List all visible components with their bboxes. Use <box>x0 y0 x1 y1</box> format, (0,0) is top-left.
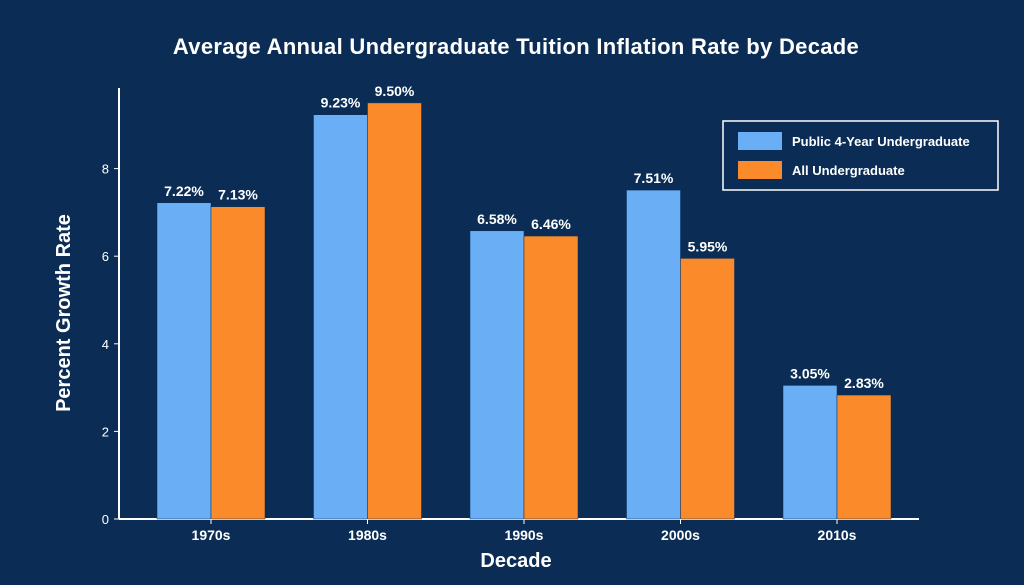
bars <box>156 102 892 520</box>
y-ticks: 0 2 4 6 8 <box>102 162 119 527</box>
x-tick-label-2010s: 2010s <box>818 527 857 543</box>
y-tick-label: 8 <box>102 162 109 177</box>
data-label-all-1980s: 9.50% <box>375 83 415 99</box>
bar-all-1990s <box>523 235 579 520</box>
bar-public-1980s <box>313 114 368 520</box>
bar-public-2000s <box>626 189 681 520</box>
x-tick-label-2000s: 2000s <box>661 527 700 543</box>
bar-all-2000s <box>680 258 735 520</box>
data-label-all-2010s: 2.83% <box>844 375 884 391</box>
legend-swatch-all <box>738 161 782 179</box>
bar-all-2010s <box>836 394 892 520</box>
bar-all-1980s <box>367 102 422 520</box>
x-ticks: 1970s 1980s 1990s 2000s 2010s <box>192 519 857 543</box>
legend-swatch-public <box>738 132 782 150</box>
bar-public-1990s <box>469 230 525 520</box>
y-tick-label: 2 <box>102 424 109 439</box>
legend-label-all: All Undergraduate <box>792 163 905 178</box>
data-label-public-1970s: 7.22% <box>164 183 204 199</box>
x-tick-label-1990s: 1990s <box>505 527 544 543</box>
data-label-all-1970s: 7.13% <box>218 187 258 203</box>
data-label-all-2000s: 5.95% <box>688 238 728 254</box>
legend: Public 4-Year Undergraduate All Undergra… <box>722 120 999 191</box>
bar-public-1970s <box>156 202 212 520</box>
data-label-public-1980s: 9.23% <box>321 95 361 111</box>
legend-box <box>722 120 999 191</box>
x-tick-label-1980s: 1980s <box>348 527 387 543</box>
y-tick-label: 4 <box>102 337 109 352</box>
y-tick-label: 6 <box>102 249 109 264</box>
y-tick-label: 0 <box>102 512 109 527</box>
legend-label-public: Public 4-Year Undergraduate <box>792 134 970 149</box>
x-tick-label-1970s: 1970s <box>192 527 231 543</box>
bar-public-2010s <box>782 385 838 520</box>
data-label-public-2010s: 3.05% <box>790 365 830 381</box>
x-axis-label: Decade <box>480 550 551 572</box>
data-label-public-2000s: 7.51% <box>634 170 674 186</box>
data-label-public-1990s: 6.58% <box>477 211 517 227</box>
data-label-all-1990s: 6.46% <box>531 216 571 232</box>
y-axis-label: Percent Growth Rate <box>53 214 75 412</box>
bar-all-1970s <box>210 206 266 520</box>
chart-title: Average Annual Undergraduate Tuition Inf… <box>173 34 859 59</box>
data-labels: 7.22% 7.13% 9.23% 9.50% 6.58% 6.46% 7.51% 5.95%… <box>164 83 884 391</box>
